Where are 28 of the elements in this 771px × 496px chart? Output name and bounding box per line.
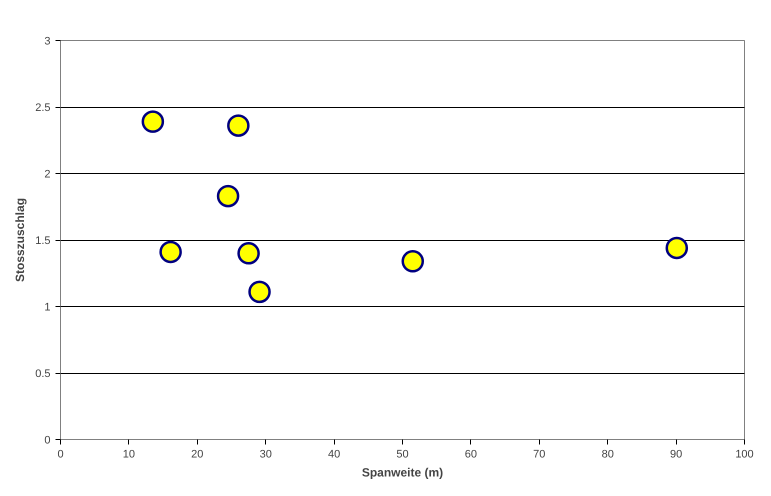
x-tick-label: 30 xyxy=(260,448,272,460)
x-axis-title: Spanweite (m) xyxy=(362,466,444,480)
point xyxy=(248,280,271,304)
x-tick-label: 10 xyxy=(122,448,136,460)
y-tick-label: 3 xyxy=(44,36,51,48)
x-tick-label: 50 xyxy=(396,448,409,460)
point xyxy=(237,242,260,265)
point xyxy=(402,250,424,273)
x-tick-label: 0 xyxy=(57,448,64,460)
y-axis-title: Stosszuschlag xyxy=(13,198,28,282)
y-tick-label: 1.5 xyxy=(35,235,51,247)
point xyxy=(227,114,250,137)
x-tick-label: 70 xyxy=(533,448,546,460)
x-tick-label: 80 xyxy=(602,448,614,460)
x-tick-label: 90 xyxy=(670,448,682,460)
point xyxy=(666,236,688,260)
x-tick-label: 20 xyxy=(191,448,204,460)
y-tick-label: 2 xyxy=(44,168,51,180)
point xyxy=(142,110,164,133)
x-tick-label: 100 xyxy=(735,448,754,460)
x-tick-label: 40 xyxy=(328,448,340,460)
point xyxy=(216,184,240,208)
x-tick-label: 60 xyxy=(464,448,478,460)
y-tick-label: 1 xyxy=(44,302,51,314)
point xyxy=(159,240,182,264)
y-tick-label: 0 xyxy=(44,434,51,446)
y-tick-label: 0.5 xyxy=(35,368,51,380)
y-tick-label: 2.5 xyxy=(35,102,51,114)
